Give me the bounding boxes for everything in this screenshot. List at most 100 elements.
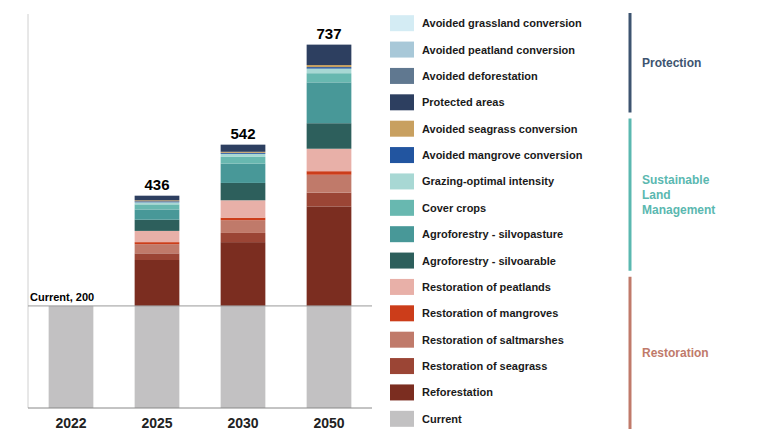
- bar-segment: [135, 195, 180, 196]
- bar-segment: [221, 154, 266, 157]
- bar-segment: [307, 67, 352, 69]
- bar-segment: [221, 183, 266, 200]
- bar-segment: [135, 260, 180, 306]
- legend-label: Restoration of mangroves: [422, 307, 558, 319]
- group-bracket: [629, 277, 632, 429]
- bar-segment: [221, 145, 266, 152]
- legend-swatch: [390, 42, 414, 58]
- bar-segment: [135, 195, 180, 196]
- bar-segment: [221, 144, 266, 145]
- group-bracket: [629, 13, 632, 113]
- bar-segment: [221, 242, 266, 306]
- bar-segment: [307, 171, 352, 175]
- bar-segment: [307, 73, 352, 82]
- x-tick-label: 2030: [227, 415, 258, 431]
- legend-swatch: [390, 173, 414, 189]
- group-label: Protection: [642, 56, 701, 70]
- bar-segment: [49, 306, 94, 408]
- legend-label: Avoided mangrove conversion: [422, 149, 583, 161]
- bar-segment: [221, 233, 266, 242]
- bar-segment: [307, 44, 352, 45]
- legend-swatch: [390, 94, 414, 110]
- bar-segment: [135, 201, 180, 202]
- legend-label: Current: [422, 413, 462, 425]
- legend-label: Agroforestry - silvopasture: [422, 228, 563, 240]
- bar-segment: [135, 204, 180, 209]
- legend-swatch: [390, 332, 414, 348]
- bar-segment: [307, 306, 352, 408]
- bar-segment: [307, 149, 352, 171]
- total-label: 436: [144, 176, 169, 193]
- bar-segment: [307, 175, 352, 193]
- legend-label: Cover crops: [422, 202, 486, 214]
- group-bracket: [629, 119, 632, 271]
- bar-segment: [307, 44, 352, 45]
- bar-segment: [221, 144, 266, 145]
- bar-segment: [307, 206, 352, 306]
- bar-segment: [307, 69, 352, 74]
- bar-segment: [221, 306, 266, 408]
- bar-segment: [221, 144, 266, 145]
- bar-segment: [221, 152, 266, 153]
- bars: [49, 45, 352, 408]
- bar-segment: [221, 164, 266, 183]
- legend-swatch: [390, 200, 414, 216]
- legend-label: Restoration of seagrass: [422, 360, 547, 372]
- legend-swatch: [390, 411, 414, 427]
- bar-segment: [221, 218, 266, 221]
- bar-segment: [135, 244, 180, 253]
- x-tick-label: 2050: [313, 415, 344, 431]
- bar-segment: [221, 157, 266, 164]
- legend-swatch: [390, 147, 414, 163]
- bar-segment: [135, 209, 180, 219]
- legend-label: Grazing-optimal intensity: [422, 175, 555, 187]
- total-label: 737: [316, 25, 341, 42]
- bar-segment: [307, 44, 352, 45]
- bar-segment: [135, 200, 180, 201]
- group-label: SustainableLandManagement: [642, 173, 715, 217]
- legend-swatch: [390, 384, 414, 400]
- bar-segment: [221, 153, 266, 154]
- x-tick-label: 2022: [55, 415, 86, 431]
- legend-swatch: [390, 15, 414, 31]
- legend-label: Agroforestry - silvoarable: [422, 255, 556, 267]
- total-label: 542: [230, 125, 255, 142]
- chart: 2022 2025 2030 2050 Current, 200 436 542 737 Avo…: [0, 0, 764, 442]
- bar-segment: [135, 196, 180, 201]
- bar-segment: [135, 306, 180, 408]
- legend-label: Avoided grassland conversion: [422, 17, 582, 29]
- x-tick-label: 2025: [141, 415, 172, 431]
- bar-segment: [135, 220, 180, 231]
- legend: Avoided grassland conversion Avoided peat…: [390, 15, 583, 427]
- bar-segment: [135, 253, 180, 260]
- legend-label: Restoration of saltmarshes: [422, 334, 564, 346]
- legend-label: Protected areas: [422, 96, 505, 108]
- bar-segment: [307, 193, 352, 207]
- y-axis-line: [28, 14, 29, 408]
- bar-segment: [135, 195, 180, 196]
- bar-segment: [307, 45, 352, 65]
- legend-swatch: [390, 68, 414, 84]
- bar-segment: [135, 242, 180, 244]
- legend-swatch: [390, 358, 414, 374]
- x-axis-line: [28, 408, 372, 409]
- legend-swatch: [390, 253, 414, 269]
- legend-label: Avoided peatland conversion: [422, 44, 575, 56]
- legend-label: Reforestation: [422, 386, 493, 398]
- bar-segment: [221, 220, 266, 233]
- legend-label: Restoration of peatlands: [422, 281, 551, 293]
- legend-swatch: [390, 279, 414, 295]
- bar-segment: [307, 123, 352, 149]
- group-label: Restoration: [642, 346, 709, 360]
- legend-swatch: [390, 305, 414, 321]
- bar-segment: [307, 82, 352, 123]
- legend-swatch: [390, 226, 414, 242]
- bar-segment: [135, 202, 180, 204]
- bar-segment: [135, 231, 180, 242]
- legend-label: Avoided seagrass conversion: [422, 123, 578, 135]
- legend-label: Avoided deforestation: [422, 70, 538, 82]
- annotation: Current, 200: [30, 291, 94, 303]
- legend-swatch: [390, 121, 414, 137]
- bar-segment: [221, 200, 266, 217]
- reference-line: [28, 305, 372, 306]
